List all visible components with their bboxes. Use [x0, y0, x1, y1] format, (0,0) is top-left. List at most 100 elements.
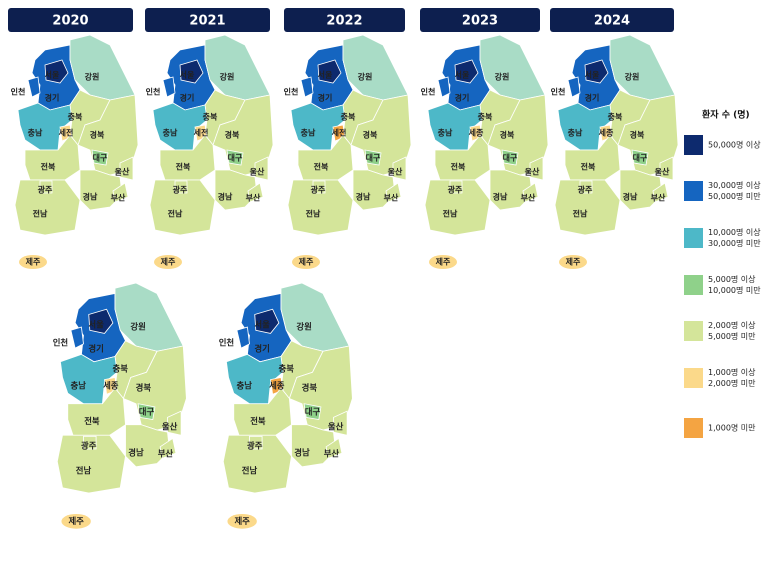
region: [333, 410, 348, 436]
legend-label: 1,000명 이상: [708, 367, 756, 377]
region: [39, 180, 53, 194]
region: [152, 102, 208, 151]
legend-label: 2,000명 이상: [708, 320, 756, 330]
region: [174, 180, 188, 194]
region: [297, 134, 354, 181]
legend-label: 2,000명 미만: [708, 378, 756, 388]
year-label: 2024: [594, 14, 630, 29]
region: [300, 76, 314, 98]
region: [290, 102, 346, 151]
region-label: 전북: [84, 416, 100, 426]
region-label: 세전: [194, 128, 209, 138]
region-label: 경북: [90, 130, 105, 140]
region: [385, 182, 402, 203]
region: [59, 353, 118, 405]
region: [167, 410, 182, 436]
region-label: 인천: [551, 87, 566, 97]
region-label: 서울: [180, 70, 195, 80]
region-label: 충남: [568, 128, 583, 138]
region-label: 경북: [225, 130, 240, 140]
region-label: 강원: [296, 322, 311, 332]
region-label: 대구: [366, 153, 381, 163]
region-label: 전북: [250, 416, 266, 426]
year-header: [145, 8, 270, 32]
region: [159, 134, 216, 181]
legend-title: 환자 수 (명): [702, 109, 750, 121]
region-label: 서울: [455, 70, 470, 80]
region-label: 전남: [573, 209, 588, 219]
region: [44, 59, 69, 84]
region-label: 충북: [68, 112, 83, 122]
region-label: 광주: [173, 185, 188, 195]
region-label: 경북: [136, 383, 152, 393]
region-label: 충남: [71, 380, 87, 390]
region: [247, 182, 264, 203]
region-label: 대구: [305, 407, 321, 417]
region-label: 경북: [630, 130, 645, 140]
region: [303, 403, 322, 420]
region: [119, 156, 134, 181]
region-label: 세종: [599, 128, 614, 138]
region: [559, 255, 587, 269]
region-label: 인천: [11, 87, 26, 97]
region-label: 전남: [76, 465, 92, 475]
region: [427, 102, 483, 151]
region: [317, 59, 342, 84]
region: [424, 179, 491, 236]
region-label: 경남: [294, 448, 310, 458]
region: [112, 182, 129, 203]
region: [554, 179, 621, 236]
region: [17, 102, 73, 151]
region: [567, 76, 581, 98]
region-label: 충북: [113, 364, 129, 374]
region-label: 제주: [161, 257, 176, 267]
legend-label: 5,000명 이상: [708, 274, 756, 284]
region: [392, 156, 407, 181]
region: [225, 353, 284, 405]
region-label: 전북: [581, 162, 596, 172]
region-label: 충남: [28, 128, 43, 138]
region: [227, 514, 257, 529]
legend-label: 30,000명 미만: [708, 238, 761, 248]
region: [162, 76, 176, 98]
region-label: 경남: [493, 192, 508, 202]
region: [659, 156, 674, 181]
legend-label: 30,000명 이상: [708, 180, 761, 190]
region: [24, 134, 81, 181]
year-header: [8, 8, 133, 32]
region-label: 전북: [176, 162, 191, 172]
region-label: 서울: [585, 70, 600, 80]
region-label: 충남: [438, 128, 453, 138]
legend-swatch: [684, 368, 703, 388]
region-label: 세전: [59, 128, 74, 138]
region-label: 경기: [318, 93, 333, 103]
region-label: 울산: [525, 167, 540, 177]
region-label: 부산: [651, 193, 666, 203]
region-label: 광주: [247, 440, 263, 450]
region-label: 제주: [26, 257, 41, 267]
region-label: 경북: [500, 130, 515, 140]
region-label: 전남: [306, 209, 321, 219]
region: [70, 326, 84, 349]
region-label: 인천: [421, 87, 436, 97]
region-label: 인천: [284, 87, 299, 97]
legend-swatch: [684, 135, 703, 155]
region-label: 제주: [566, 257, 581, 267]
year-header: [550, 8, 674, 32]
region: [226, 149, 244, 166]
region-label: 울산: [328, 421, 344, 431]
region: [179, 59, 204, 84]
region-label: 광주: [448, 185, 463, 195]
region-label: 광주: [578, 185, 593, 195]
region-label: 광주: [38, 185, 53, 195]
region: [254, 156, 269, 181]
year-label: 2020: [52, 14, 88, 29]
region: [437, 76, 451, 98]
region-label: 제주: [234, 516, 250, 526]
region-label: 부산: [158, 449, 174, 459]
region: [154, 255, 182, 269]
